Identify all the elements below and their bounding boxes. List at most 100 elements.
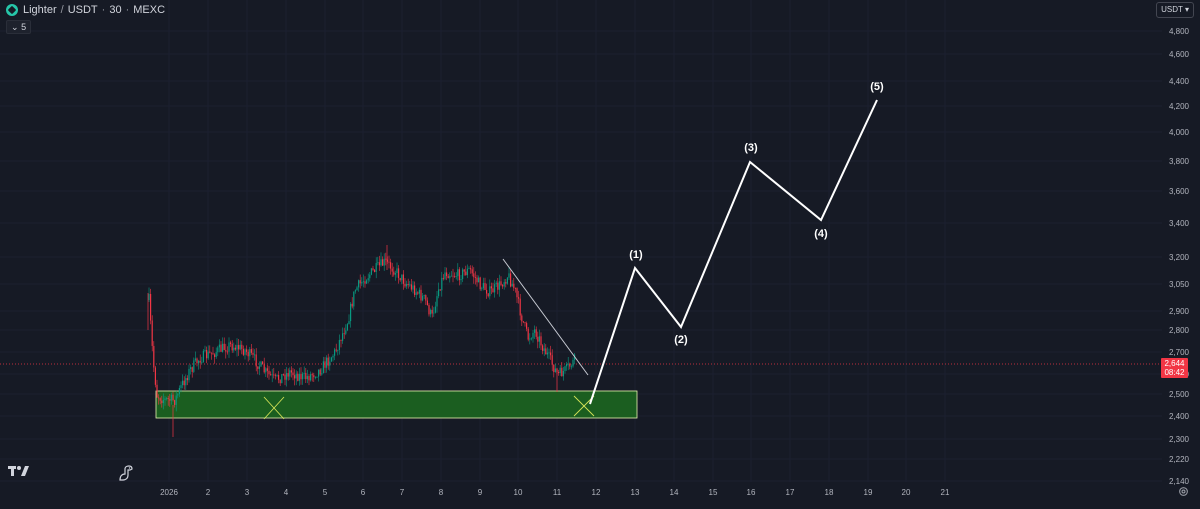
- candle-body: [457, 269, 459, 277]
- time-tick-label: 17: [786, 488, 795, 497]
- cross-marker-left[interactable]: [263, 396, 285, 420]
- candle-body: [207, 351, 209, 359]
- candle-body: [151, 320, 153, 346]
- candle-body: [370, 268, 372, 275]
- candle-body: [180, 385, 182, 388]
- candle-body: [214, 354, 216, 357]
- candle-body: [490, 286, 492, 289]
- time-tick-label: 7: [400, 488, 405, 497]
- chevron-down-icon: ▾: [1184, 5, 1189, 14]
- candle-body: [487, 293, 489, 297]
- currency-button[interactable]: USDT ▾: [1156, 2, 1194, 18]
- candle-body: [308, 376, 310, 381]
- trend-line[interactable]: [502, 258, 589, 376]
- time-tick-label: 2026: [160, 488, 178, 497]
- candle-body: [366, 280, 368, 284]
- candle-body: [343, 333, 345, 335]
- candle-body: [310, 374, 312, 381]
- candle-body: [273, 374, 275, 376]
- separator: ·: [125, 4, 130, 16]
- candle-body: [386, 259, 388, 262]
- candle-body: [495, 282, 497, 285]
- candle-body: [494, 284, 496, 293]
- candle-body: [438, 289, 440, 297]
- candle-body: [356, 287, 358, 291]
- candle-body: [150, 294, 152, 321]
- time-tick-label: 15: [709, 488, 718, 497]
- candle-body: [514, 287, 516, 289]
- time-axis[interactable]: 2026 2 3 4 5 6 7 8 9 10 11 12 13 14 15 16 17 18 19 20 21: [160, 488, 950, 497]
- candle-body: [362, 281, 364, 283]
- candle-body: [236, 345, 238, 350]
- candle-body: [170, 394, 172, 401]
- candle-body: [282, 374, 284, 375]
- candle-body: [298, 373, 300, 381]
- candle-body: [284, 374, 286, 380]
- indicators-toggle-button[interactable]: ⌄ 5: [6, 20, 32, 34]
- candle-body: [484, 283, 486, 290]
- settings-icon[interactable]: [1178, 486, 1189, 497]
- price-tick-label: 4,400: [1169, 77, 1190, 86]
- candle-body: [430, 309, 432, 315]
- symbol-legend[interactable]: Lighter / USDT · 30 · MEXC: [6, 4, 165, 16]
- price-axis[interactable]: 4,800 4,600 4,400 4,200 4,000 3,800 3,600 3,400…: [1169, 27, 1190, 486]
- candle-body: [463, 269, 465, 272]
- candle-body: [348, 321, 350, 325]
- wave-label: (4): [814, 228, 828, 240]
- candle-body: [257, 366, 259, 369]
- candle-body: [401, 274, 403, 281]
- candle-body: [249, 349, 251, 357]
- candle-body: [468, 268, 470, 270]
- separator: ·: [101, 4, 106, 16]
- candle-body: [156, 384, 158, 398]
- candle-body: [479, 277, 481, 290]
- candle-body: [217, 347, 219, 353]
- candle-body: [250, 349, 252, 353]
- time-tick-label: 9: [478, 488, 483, 497]
- candle-body: [201, 362, 203, 363]
- separator: /: [60, 4, 64, 16]
- candle-body: [385, 258, 387, 260]
- time-tick-label: 6: [361, 488, 366, 497]
- candle-body: [380, 259, 382, 266]
- candle-body: [418, 289, 420, 294]
- candle-body: [486, 289, 488, 294]
- candle-body: [246, 349, 248, 352]
- symbol-name[interactable]: Lighter: [23, 4, 57, 16]
- candle-body: [425, 295, 427, 301]
- candle-body: [415, 292, 417, 295]
- candle-body: [223, 343, 225, 350]
- price-tick-label: 4,000: [1169, 128, 1190, 137]
- candle-body: [466, 268, 468, 276]
- symbol-quote[interactable]: USDT: [67, 4, 98, 16]
- candle-body: [554, 368, 556, 373]
- candle-body: [564, 366, 566, 371]
- candle-body: [522, 321, 524, 323]
- candle-body: [518, 297, 520, 299]
- candle-body: [513, 283, 515, 288]
- candle-body: [154, 367, 156, 385]
- candle-body: [506, 277, 508, 284]
- dinosaur-icon[interactable]: [117, 464, 135, 482]
- candle-body: [510, 273, 512, 287]
- candle-body: [447, 276, 449, 279]
- candle-body: [540, 336, 542, 346]
- candle-body: [572, 359, 574, 367]
- exchange-label[interactable]: MEXC: [133, 4, 166, 16]
- candle-body: [231, 343, 233, 351]
- demand-zone[interactable]: [155, 390, 638, 419]
- candle-body: [404, 283, 406, 287]
- candle-body: [210, 352, 212, 354]
- candle-body: [526, 323, 528, 329]
- candle-body: [271, 374, 273, 376]
- interval-label[interactable]: 30: [109, 4, 122, 16]
- candle-body: [367, 278, 369, 281]
- candle-body: [476, 277, 478, 283]
- wave-label: (5): [870, 81, 884, 93]
- candle-body: [396, 268, 398, 274]
- candle-body: [449, 275, 451, 279]
- tradingview-logo-icon[interactable]: [8, 465, 30, 477]
- elliott-wave-path[interactable]: [589, 99, 878, 405]
